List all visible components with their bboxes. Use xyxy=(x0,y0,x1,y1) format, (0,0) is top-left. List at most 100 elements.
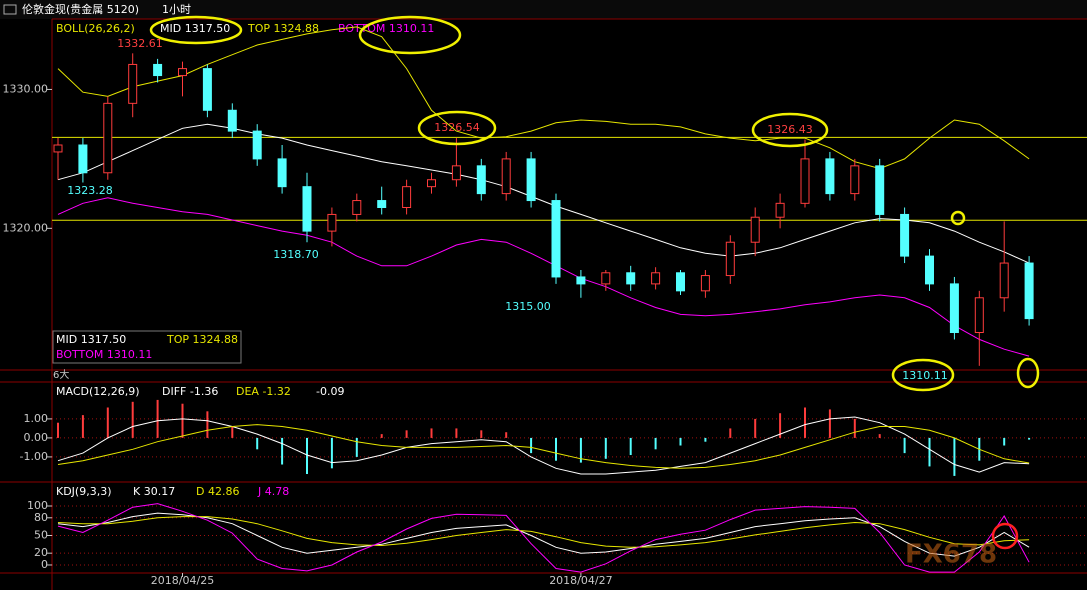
legend-entry: -0.09 xyxy=(316,385,344,398)
legend-entry: TOP 1324.88 xyxy=(247,22,319,35)
annotation: 1315.00 xyxy=(505,300,551,313)
candle-body xyxy=(103,102,113,174)
y-tick-label: -1.00 xyxy=(20,450,48,463)
x-tick-label: 2018/04/27 xyxy=(549,574,612,587)
y-tick-label: 20 xyxy=(34,546,48,559)
y-tick-label: 0.00 xyxy=(24,431,49,444)
candle-body xyxy=(327,213,337,232)
highlight xyxy=(358,15,462,55)
indicator-line xyxy=(57,26,1030,170)
annotation: 1310.11 xyxy=(902,369,948,382)
candle-body xyxy=(651,272,661,285)
legend-box-entry: TOP 1324.88 xyxy=(166,333,238,346)
highlight xyxy=(751,112,829,148)
candle-body xyxy=(526,158,536,202)
legend-entry: D 42.86 xyxy=(196,485,239,498)
highlight xyxy=(991,522,1019,550)
watermark: FX678 xyxy=(905,540,997,570)
indicator[interactable]: BOLL(26,26,2) xyxy=(56,22,135,35)
candle-body xyxy=(402,186,412,209)
candle-body xyxy=(252,130,262,160)
candle-body xyxy=(476,165,486,195)
period[interactable]: 1小时 xyxy=(162,3,191,16)
indicator-line xyxy=(57,416,1030,475)
candle-body xyxy=(551,200,561,278)
candle-body xyxy=(576,276,586,285)
indicator-line xyxy=(57,516,1030,548)
candle-body xyxy=(700,275,710,292)
candle-body xyxy=(800,158,810,204)
y-tick-label: 1320.00 xyxy=(3,221,49,234)
candle-body xyxy=(825,158,835,195)
indicator-line xyxy=(57,503,1030,573)
candle-body xyxy=(999,262,1009,299)
indicator[interactable]: MACD(12,26,9) xyxy=(56,385,140,398)
candle-body xyxy=(1024,262,1034,320)
candle-body xyxy=(725,241,735,277)
legend-box-entry: MID 1317.50 xyxy=(56,333,126,346)
annotation: 1323.28 xyxy=(67,184,113,197)
candle-body xyxy=(427,179,436,188)
candle-body xyxy=(277,158,287,188)
annotation: 1326.43 xyxy=(767,123,813,136)
highlight xyxy=(891,358,955,392)
legend-entry: DEA -1.32 xyxy=(236,385,291,398)
candle-body xyxy=(153,63,163,77)
candle-body xyxy=(302,186,312,232)
highlight xyxy=(149,15,243,45)
highlight xyxy=(417,110,497,146)
highlight xyxy=(950,210,966,226)
candle-body xyxy=(875,165,885,215)
candle-body xyxy=(451,165,461,181)
title-bar xyxy=(0,0,1087,19)
indicator-line xyxy=(57,424,1030,469)
candle-body xyxy=(202,68,212,111)
indicator[interactable]: KDJ(9,3,3) xyxy=(56,485,112,498)
annotation: 1326.54 xyxy=(434,121,480,134)
candle-body xyxy=(900,213,910,257)
annotation: 1318.70 xyxy=(273,248,319,261)
candle-body xyxy=(128,63,138,104)
candle-body xyxy=(53,144,63,153)
indicator-line xyxy=(57,197,1030,357)
candle-body xyxy=(78,144,88,174)
candle-body xyxy=(676,272,685,292)
y-tick-label: 1.00 xyxy=(24,412,49,425)
legend-entry: MID 1317.50 xyxy=(160,22,230,35)
legend-entry: K 30.17 xyxy=(133,485,175,498)
candle-body xyxy=(352,200,362,215)
indicator-line xyxy=(57,512,1030,557)
window-icon xyxy=(3,4,17,15)
instrument[interactable]: 伦敦金现(贵金属 5120) xyxy=(22,2,139,16)
y-tick-label: 80 xyxy=(34,511,48,524)
candle-body xyxy=(974,297,984,333)
y-tick-label: 1330.00 xyxy=(3,82,49,95)
candle-body xyxy=(178,68,187,77)
legend-entry: BOTTOM 1310.11 xyxy=(338,22,434,35)
y-tick-label: 100 xyxy=(27,499,48,512)
candle-body xyxy=(850,165,860,195)
x-tick-label: 2018/04/25 xyxy=(151,574,214,587)
legend-entry: DIFF -1.36 xyxy=(162,385,218,398)
legend-box xyxy=(52,330,242,364)
legend-box-entry: BOTTOM 1310.11 xyxy=(56,348,152,361)
indicator-line xyxy=(57,123,1030,264)
annotation: 1332.61 xyxy=(117,37,163,50)
candle-body xyxy=(750,216,760,243)
y-tick-label: 0 xyxy=(41,558,48,571)
legend-entry: J 4.78 xyxy=(257,485,289,498)
candle-body xyxy=(601,272,611,285)
highlight-ellipses xyxy=(149,15,1040,550)
candle-body xyxy=(626,272,636,285)
highlight xyxy=(1016,357,1040,389)
candle-body xyxy=(775,202,785,218)
scale-label: 6大 xyxy=(53,368,69,381)
candle-body xyxy=(949,283,959,333)
candle-body xyxy=(501,158,511,195)
y-tick-label: 50 xyxy=(34,528,48,541)
candle-body xyxy=(925,255,934,285)
